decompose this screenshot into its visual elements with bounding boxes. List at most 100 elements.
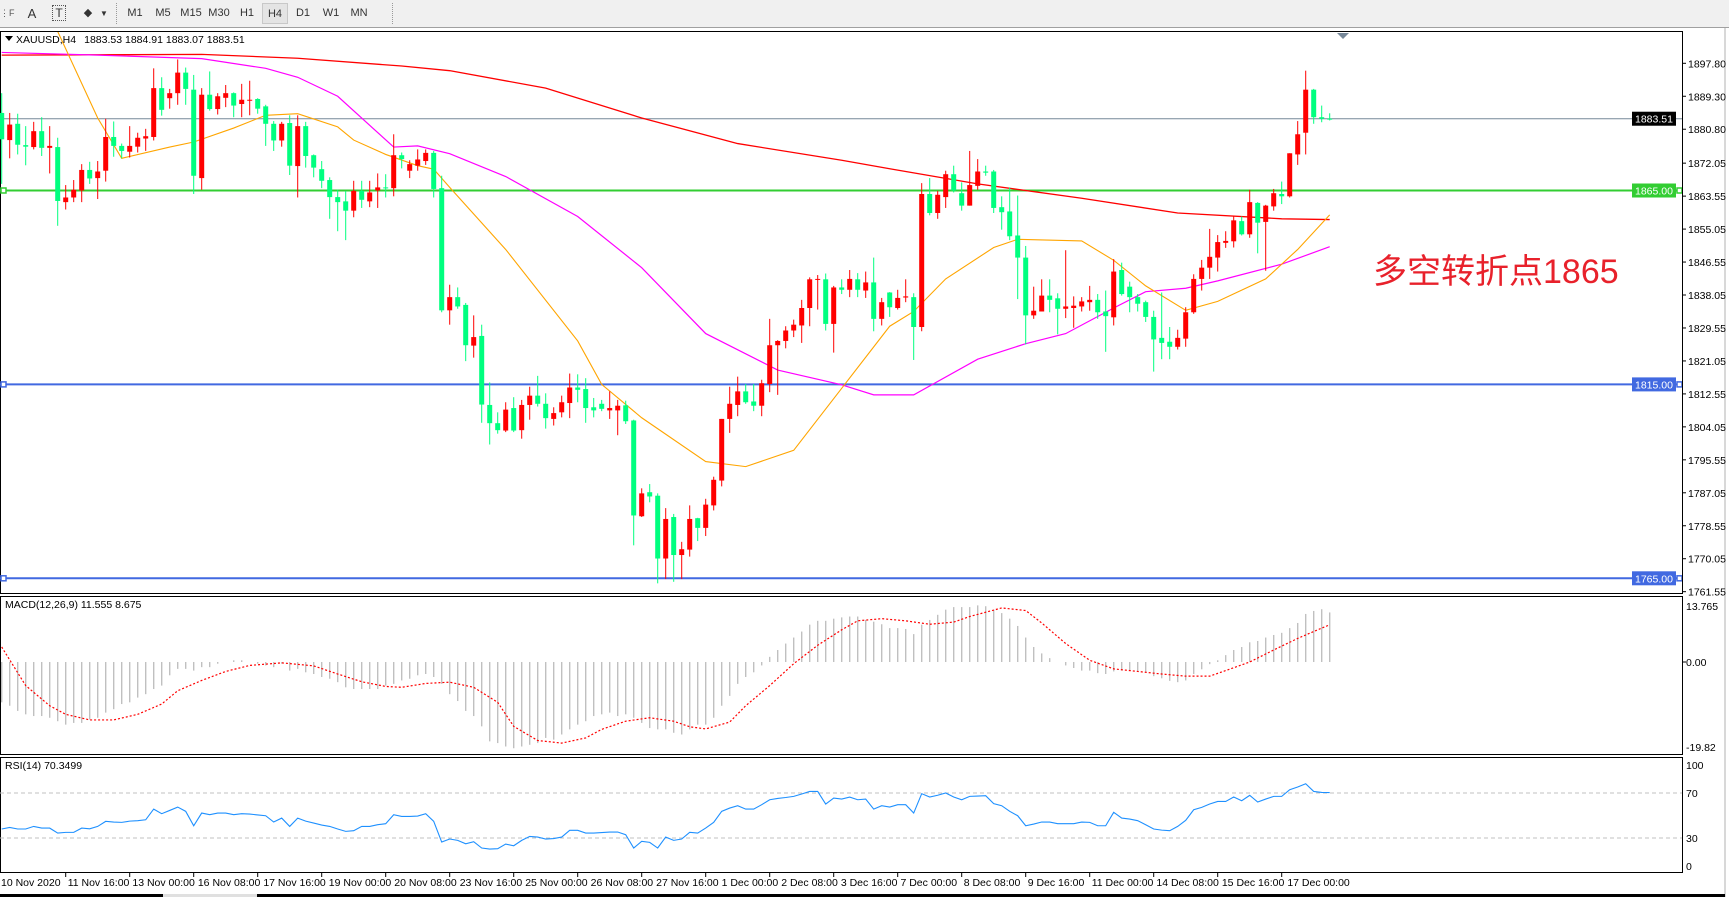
candle-body (303, 126, 309, 156)
macd-pane[interactable] (0, 596, 1683, 755)
candle-body (943, 174, 949, 198)
candle-body (175, 72, 181, 94)
tab-strip-left[interactable] (0, 894, 163, 897)
level-handle-icon (1676, 575, 1682, 582)
candle (991, 169, 997, 213)
text-label-tool-icon[interactable]: T (50, 3, 68, 24)
timeframe-h1[interactable]: H1 (239, 7, 255, 19)
candle-body (1023, 257, 1029, 316)
candle (759, 379, 765, 417)
candle-body (895, 297, 901, 309)
candle-body (95, 171, 101, 179)
candle-body (231, 93, 237, 106)
chevron-down-icon[interactable]: ▼ (100, 9, 108, 18)
candle-body (1127, 286, 1133, 298)
candle-body (695, 518, 701, 528)
timeframe-d1[interactable]: D1 (295, 7, 311, 19)
candle (247, 80, 253, 116)
candle (231, 92, 237, 118)
candle (1287, 153, 1293, 198)
candle-body (287, 123, 293, 166)
annotation-text[interactable]: 多空转折点1865 (1373, 253, 1619, 291)
candle-body (983, 171, 989, 173)
candle (719, 418, 725, 487)
ohlc-label: 1883.53 1884.91 1883.07 1883.51 (84, 34, 245, 46)
time-tick-label: 26 Nov 08:00 (591, 877, 654, 889)
candle-body (0, 112, 5, 140)
candle (1071, 296, 1077, 328)
candle-body (647, 492, 653, 497)
candle (1175, 329, 1181, 350)
shapes-tool-icon[interactable]: ◆ (83, 7, 93, 19)
candle (1031, 286, 1037, 319)
candle-body (1231, 220, 1237, 242)
price-plot (0, 32, 1682, 584)
timeframe-m5[interactable]: M5 (155, 7, 171, 19)
candle (799, 299, 805, 343)
candle-body (839, 287, 845, 290)
grid-font-icon[interactable]: ⋮F (0, 8, 15, 18)
macd-plot (1, 605, 1331, 749)
candle-body (831, 287, 837, 324)
candle-body (1287, 153, 1293, 197)
candle (271, 121, 277, 151)
candle (575, 374, 581, 403)
rsi-pane[interactable] (0, 757, 1683, 873)
candle (1207, 228, 1213, 279)
candle-body (1151, 316, 1157, 340)
candle (439, 175, 445, 313)
timeframe-m1[interactable]: M1 (127, 7, 143, 19)
timeframe-w1[interactable]: W1 (322, 7, 340, 19)
candle (431, 150, 437, 198)
candle (967, 150, 973, 206)
candle-body (151, 88, 157, 137)
candle-body (439, 188, 445, 311)
candle-body (1063, 306, 1069, 309)
candle (1199, 259, 1205, 291)
candle (31, 121, 37, 150)
chart-shift-marker-icon[interactable] (1337, 33, 1349, 39)
time-tick-label: 16 Nov 08:00 (198, 877, 261, 889)
candle-body (1159, 337, 1165, 343)
candle (1127, 281, 1133, 313)
price-tick-label: 1761.55 (1688, 587, 1726, 599)
candle-body (975, 171, 981, 186)
candle-body (1303, 89, 1309, 133)
candle-body (815, 278, 821, 280)
candle-body (967, 185, 973, 206)
candle-body (159, 88, 165, 110)
timeframe-h4[interactable]: H4 (262, 3, 288, 24)
timeframe-mn[interactable]: MN (350, 7, 368, 19)
candle-body (911, 297, 917, 328)
candle (151, 68, 157, 141)
candle (1087, 285, 1093, 311)
candle (1135, 294, 1141, 312)
candle (1095, 294, 1101, 319)
main-pane[interactable] (0, 31, 1683, 594)
candle-body (719, 418, 725, 481)
tab-strip-active[interactable] (163, 894, 257, 897)
candle (407, 160, 413, 179)
timeframe-m30[interactable]: M30 (208, 7, 230, 19)
timeframe-m15[interactable]: M15 (180, 7, 202, 19)
candle-body (327, 180, 333, 198)
candle-body (1279, 193, 1285, 197)
candle (623, 400, 629, 424)
rsi-tick-100: 100 (1686, 760, 1704, 772)
candle-body (703, 504, 709, 528)
candle-body (567, 387, 573, 404)
candle-body (1327, 118, 1333, 120)
candle-body (527, 395, 533, 405)
candle (447, 284, 453, 325)
candle (0, 93, 5, 184)
candle (959, 182, 965, 211)
candle-body (663, 518, 669, 559)
time-tick-label: 11 Nov 16:00 (68, 877, 130, 889)
candle-body (319, 169, 325, 181)
tab-strip-right[interactable] (257, 894, 1725, 897)
triangle-down-icon[interactable] (5, 36, 13, 41)
ma-fast-line (57, 32, 1331, 468)
text-tool-icon[interactable]: A (27, 6, 37, 21)
candle (7, 112, 13, 159)
